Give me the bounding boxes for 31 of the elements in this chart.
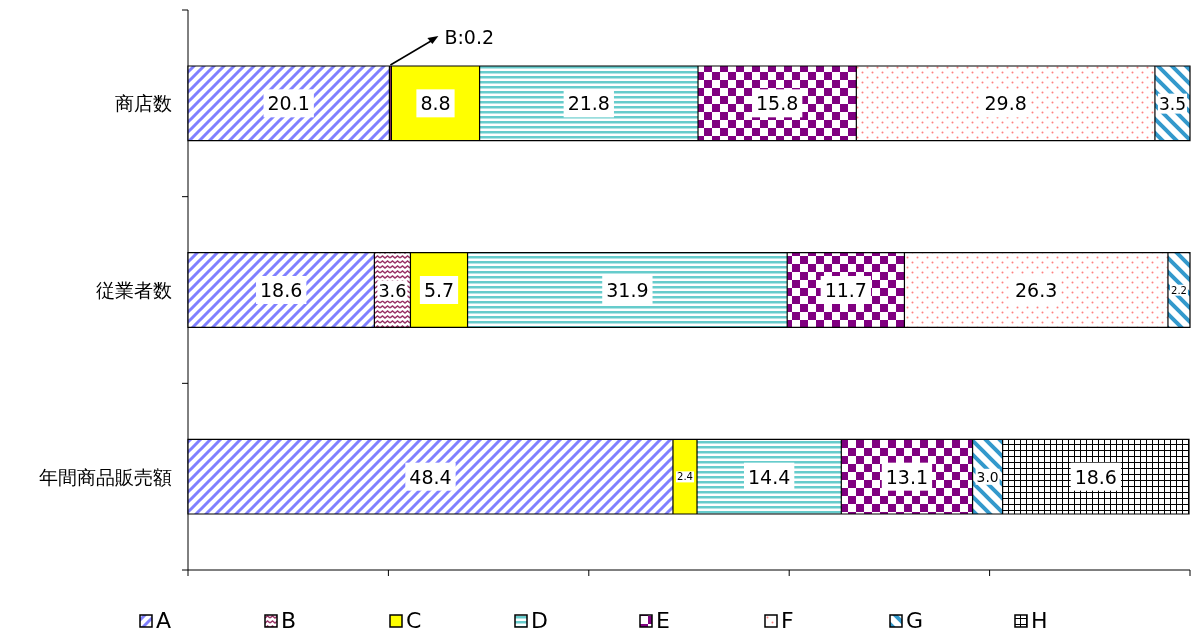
legend-label: D <box>531 608 548 633</box>
data-label: 18.6 <box>260 279 303 301</box>
legend-label: A <box>156 608 172 633</box>
data-label: 31.9 <box>606 279 649 301</box>
data-label: 29.8 <box>984 92 1027 115</box>
data-label: 48.4 <box>409 465 452 488</box>
data-label: 3.5 <box>1158 93 1186 114</box>
data-label: 15.8 <box>756 92 799 115</box>
data-label: 14.4 <box>748 465 791 488</box>
y-tick-label: 商店数 <box>115 92 172 115</box>
data-label: 11.7 <box>824 279 867 301</box>
data-label: 21.8 <box>567 92 610 115</box>
y-tick-label: 従業者数 <box>96 279 172 301</box>
legend-label: F <box>781 608 794 633</box>
data-label: 8.8 <box>420 92 451 115</box>
legend-label: E <box>656 608 670 633</box>
data-label: 3.0 <box>976 468 999 485</box>
legend-label: C <box>406 608 422 633</box>
legend-label: B <box>281 608 297 633</box>
data-label: 26.3 <box>1015 279 1058 301</box>
data-label: 5.7 <box>423 279 455 301</box>
data-label: 2.4 <box>676 471 694 483</box>
y-tick-label: 年間商品販売額 <box>39 465 172 488</box>
data-label: 20.1 <box>267 92 310 115</box>
data-label: 3.6 <box>378 280 407 301</box>
data-label: 2.2 <box>1171 284 1187 296</box>
data-label: B:0.2 <box>444 26 495 48</box>
data-label: 18.6 <box>1074 465 1117 488</box>
data-label: 13.1 <box>885 465 929 488</box>
legend-label: H <box>1031 608 1048 633</box>
legend-label: G <box>906 608 924 633</box>
